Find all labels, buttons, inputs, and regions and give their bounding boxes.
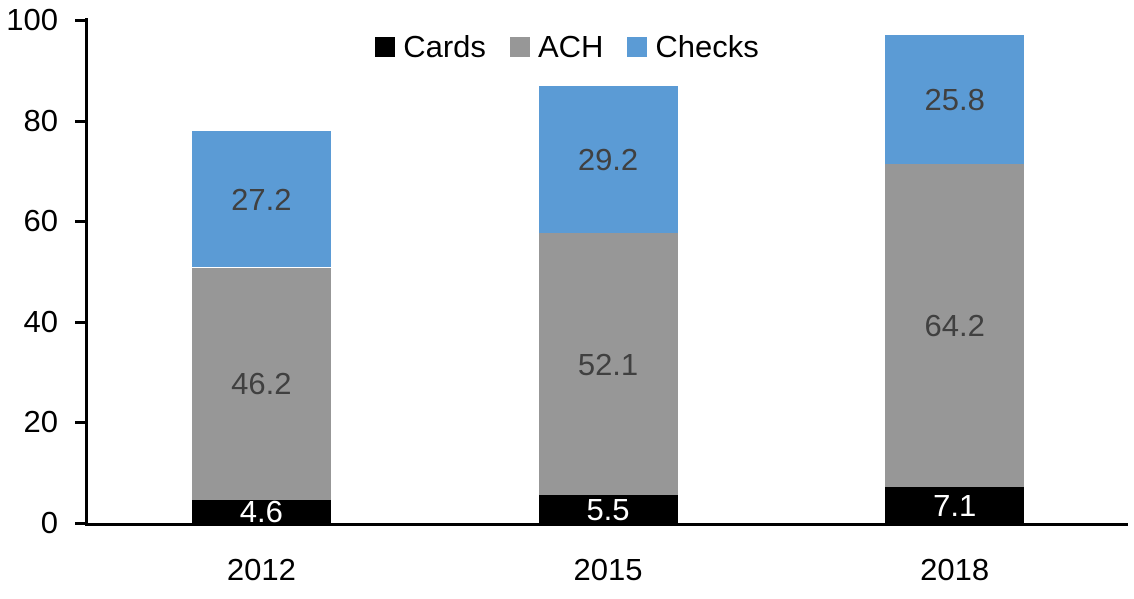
legend-item-cards: Cards — [375, 31, 486, 62]
y-axis-tick — [75, 119, 88, 123]
cards-swatch-icon — [375, 36, 396, 57]
data-label-cards: 7.1 — [933, 487, 977, 523]
data-label-checks: 25.8 — [924, 81, 985, 117]
bar-segment-checks[interactable]: 25.8 — [885, 34, 1025, 165]
data-label-ach: 46.2 — [231, 366, 292, 402]
x-axis-category-label: 2012 — [226, 552, 296, 587]
bar-segment-ach[interactable]: 64.2 — [885, 164, 1025, 488]
bar-segment-ach[interactable]: 46.2 — [191, 267, 331, 500]
bar-segment-cards[interactable]: 7.1 — [885, 487, 1025, 523]
y-axis-tick — [75, 320, 88, 324]
bar-segment-checks[interactable]: 27.2 — [191, 130, 331, 268]
x-axis-category-label: 2015 — [573, 552, 643, 587]
legend-item-ach: ACH — [509, 29, 604, 64]
bar-segment-cards[interactable]: 5.5 — [538, 491, 678, 527]
data-label-checks: 27.2 — [231, 181, 292, 217]
y-axis-tick-label: 0 — [40, 505, 58, 540]
legend-label-cards: Cards — [403, 29, 486, 64]
bar-segment-checks[interactable]: 29.2 — [538, 86, 678, 234]
legend-label-checks: Checks — [655, 29, 759, 64]
y-axis-tick-label: 100 — [6, 2, 58, 37]
x-axis-category-label: 2018 — [920, 552, 990, 587]
legend-label-ach: ACH — [537, 29, 604, 64]
bar-segment-ach[interactable]: 52.1 — [538, 233, 678, 496]
y-axis-tick-label: 40 — [23, 303, 58, 339]
y-axis-tick-label: 60 — [23, 203, 58, 239]
data-label-cards: 5.5 — [586, 491, 630, 527]
checks-swatch-icon — [627, 36, 648, 57]
legend: Cards ACH Checks — [0, 31, 1134, 62]
y-axis-tick — [75, 220, 88, 224]
bar-segment-cards[interactable]: 4.6 — [191, 496, 331, 527]
y-axis-tick-label: 20 — [23, 404, 58, 440]
y-axis-tick-label: 80 — [23, 102, 58, 138]
data-label-cards: 4.6 — [239, 493, 283, 529]
y-axis-line — [85, 18, 88, 526]
legend-item-checks: Checks — [627, 29, 759, 64]
y-axis-tick — [75, 522, 88, 525]
data-label-ach: 52.1 — [577, 346, 639, 382]
data-label-ach: 64.2 — [924, 308, 985, 344]
data-label-checks: 29.2 — [577, 142, 639, 178]
x-axis-line — [85, 523, 1128, 526]
y-axis-tick — [75, 421, 88, 425]
y-axis-tick — [75, 19, 88, 22]
ach-swatch-icon — [509, 36, 530, 57]
